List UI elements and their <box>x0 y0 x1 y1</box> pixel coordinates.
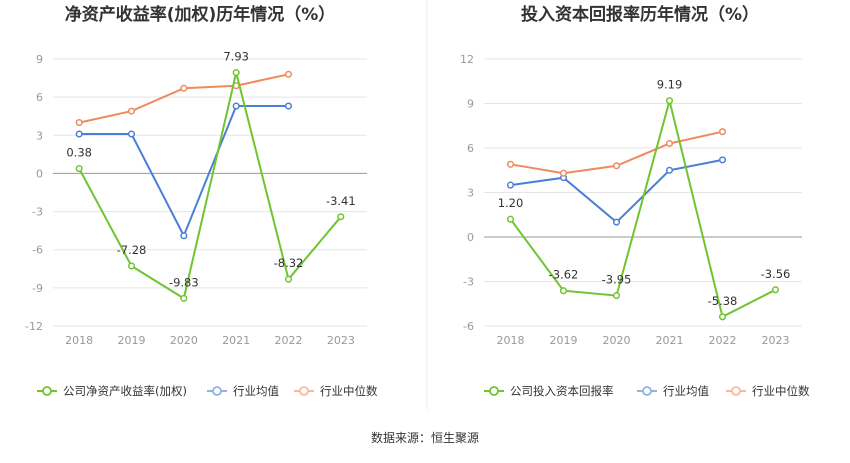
legend-item-median[interactable]: 行业中位数 <box>294 384 378 398</box>
data-point-avg[interactable] <box>127 130 136 138</box>
y-tick-label: 9 <box>467 98 474 111</box>
data-point-company[interactable] <box>232 69 240 77</box>
data-label: -7.28 <box>117 243 147 257</box>
data-point-median[interactable] <box>284 70 293 78</box>
data-point-median[interactable] <box>612 162 621 170</box>
data-label: -3.95 <box>602 273 632 287</box>
y-tick-label: -6 <box>32 244 43 257</box>
data-label: 9.19 <box>657 78 683 92</box>
series-line-median <box>78 73 289 124</box>
data-point-company[interactable] <box>665 97 674 105</box>
legend-item-company[interactable]: 公司净资产收益率(加权) <box>37 384 187 398</box>
data-point-company[interactable] <box>180 294 188 302</box>
data-point-company[interactable] <box>75 165 83 173</box>
data-point-median[interactable] <box>718 128 727 136</box>
legend-swatch-marker <box>731 386 741 396</box>
series-line-company <box>509 96 776 319</box>
x-tick-label: 2018 <box>65 334 93 347</box>
x-tick-label: 2020 <box>170 334 198 347</box>
data-label: -3.62 <box>549 268 579 282</box>
data-point-avg[interactable] <box>665 166 674 174</box>
chart-title: 净资产收益率(加权)历年情况（%） <box>65 4 336 25</box>
y-tick-label: 12 <box>460 53 474 66</box>
legend-label: 行业中位数 <box>320 384 378 398</box>
legend-item-avg[interactable]: 行业均值 <box>637 384 709 398</box>
legend-swatch-marker <box>642 386 652 396</box>
legend-item-median[interactable]: 行业中位数 <box>726 384 810 398</box>
y-tick-label: 6 <box>467 142 474 155</box>
y-tick-label: -9 <box>32 282 43 295</box>
data-point-avg[interactable] <box>75 130 83 138</box>
legend-label: 公司投入资本回报率 <box>510 384 614 398</box>
y-tick-label: -12 <box>25 320 43 333</box>
legend-item-company[interactable]: 公司投入资本回报率 <box>484 384 614 398</box>
data-point-median[interactable] <box>75 119 83 127</box>
x-tick-label: 2018 <box>497 334 525 347</box>
legend-swatch-marker <box>299 386 309 396</box>
data-point-company[interactable] <box>337 213 345 221</box>
y-tick-label: -3 <box>463 276 474 289</box>
data-point-company[interactable] <box>559 287 568 295</box>
y-tick-label: 0 <box>467 231 474 244</box>
data-point-company[interactable] <box>127 262 136 270</box>
data-point-company[interactable] <box>718 313 727 321</box>
x-tick-label: 2022 <box>275 334 303 347</box>
data-point-median[interactable] <box>506 160 515 168</box>
data-label: 1.20 <box>498 196 524 210</box>
series-line-company <box>78 72 342 300</box>
x-tick-label: 2021 <box>222 334 250 347</box>
y-tick-label: 6 <box>36 91 43 104</box>
y-tick-label: 0 <box>36 167 43 180</box>
data-point-avg[interactable] <box>718 156 727 164</box>
data-point-avg[interactable] <box>232 102 240 110</box>
data-label: -3.56 <box>761 267 791 281</box>
x-tick-label: 2022 <box>709 334 737 347</box>
data-label: -5.38 <box>708 294 738 308</box>
data-point-avg[interactable] <box>612 218 621 226</box>
data-label: 0.38 <box>66 146 92 160</box>
x-tick-label: 2023 <box>327 334 355 347</box>
data-point-median[interactable] <box>127 107 136 115</box>
data-point-company[interactable] <box>506 215 515 223</box>
y-tick-label: 9 <box>36 53 43 66</box>
data-point-median[interactable] <box>180 84 188 92</box>
legend-label: 公司净资产收益率(加权) <box>63 384 187 398</box>
legend-swatch-marker <box>212 386 222 396</box>
legend-item-avg[interactable]: 行业均值 <box>207 384 279 398</box>
data-point-median[interactable] <box>559 169 568 177</box>
x-tick-label: 2021 <box>656 334 684 347</box>
y-tick-label: -6 <box>463 320 474 333</box>
data-point-avg[interactable] <box>180 232 188 240</box>
series-line-avg <box>79 105 289 239</box>
data-point-company[interactable] <box>284 275 293 283</box>
chart-title: 投入资本回报率历年情况（%） <box>521 4 759 25</box>
data-label: -3.41 <box>326 194 356 208</box>
legend-swatch-marker <box>42 386 52 396</box>
chart-panel-2: 投入资本回报率历年情况（%） 12 9 6 3 0 -3 -6 2018 2019 2020 2021… <box>460 4 810 398</box>
data-source-label: 数据来源：恒生聚源 <box>371 430 479 445</box>
data-point-avg[interactable] <box>284 102 293 110</box>
data-label: -8.32 <box>274 256 304 270</box>
data-label: 7.93 <box>223 50 249 64</box>
data-label: -9.83 <box>169 275 199 289</box>
y-tick-label: -3 <box>32 206 43 219</box>
x-tick-label: 2019 <box>550 334 578 347</box>
legend-label: 行业均值 <box>233 384 279 398</box>
chart-panel-1: 净资产收益率(加权)历年情况（%） 9 6 3 0 -3 -6 -9 -12 2018 2019 20… <box>25 4 378 398</box>
legend-label: 行业均值 <box>663 384 709 398</box>
data-point-median[interactable] <box>665 140 674 148</box>
data-point-avg[interactable] <box>506 181 515 189</box>
x-tick-label: 2020 <box>603 334 631 347</box>
data-point-company[interactable] <box>612 292 621 300</box>
legend-label: 行业中位数 <box>752 384 810 398</box>
legend-swatch-marker <box>489 386 499 396</box>
x-tick-label: 2019 <box>118 334 146 347</box>
y-tick-label: 3 <box>467 187 474 200</box>
y-tick-label: 3 <box>36 129 43 142</box>
x-tick-label: 2023 <box>762 334 790 347</box>
data-point-company[interactable] <box>771 286 780 294</box>
